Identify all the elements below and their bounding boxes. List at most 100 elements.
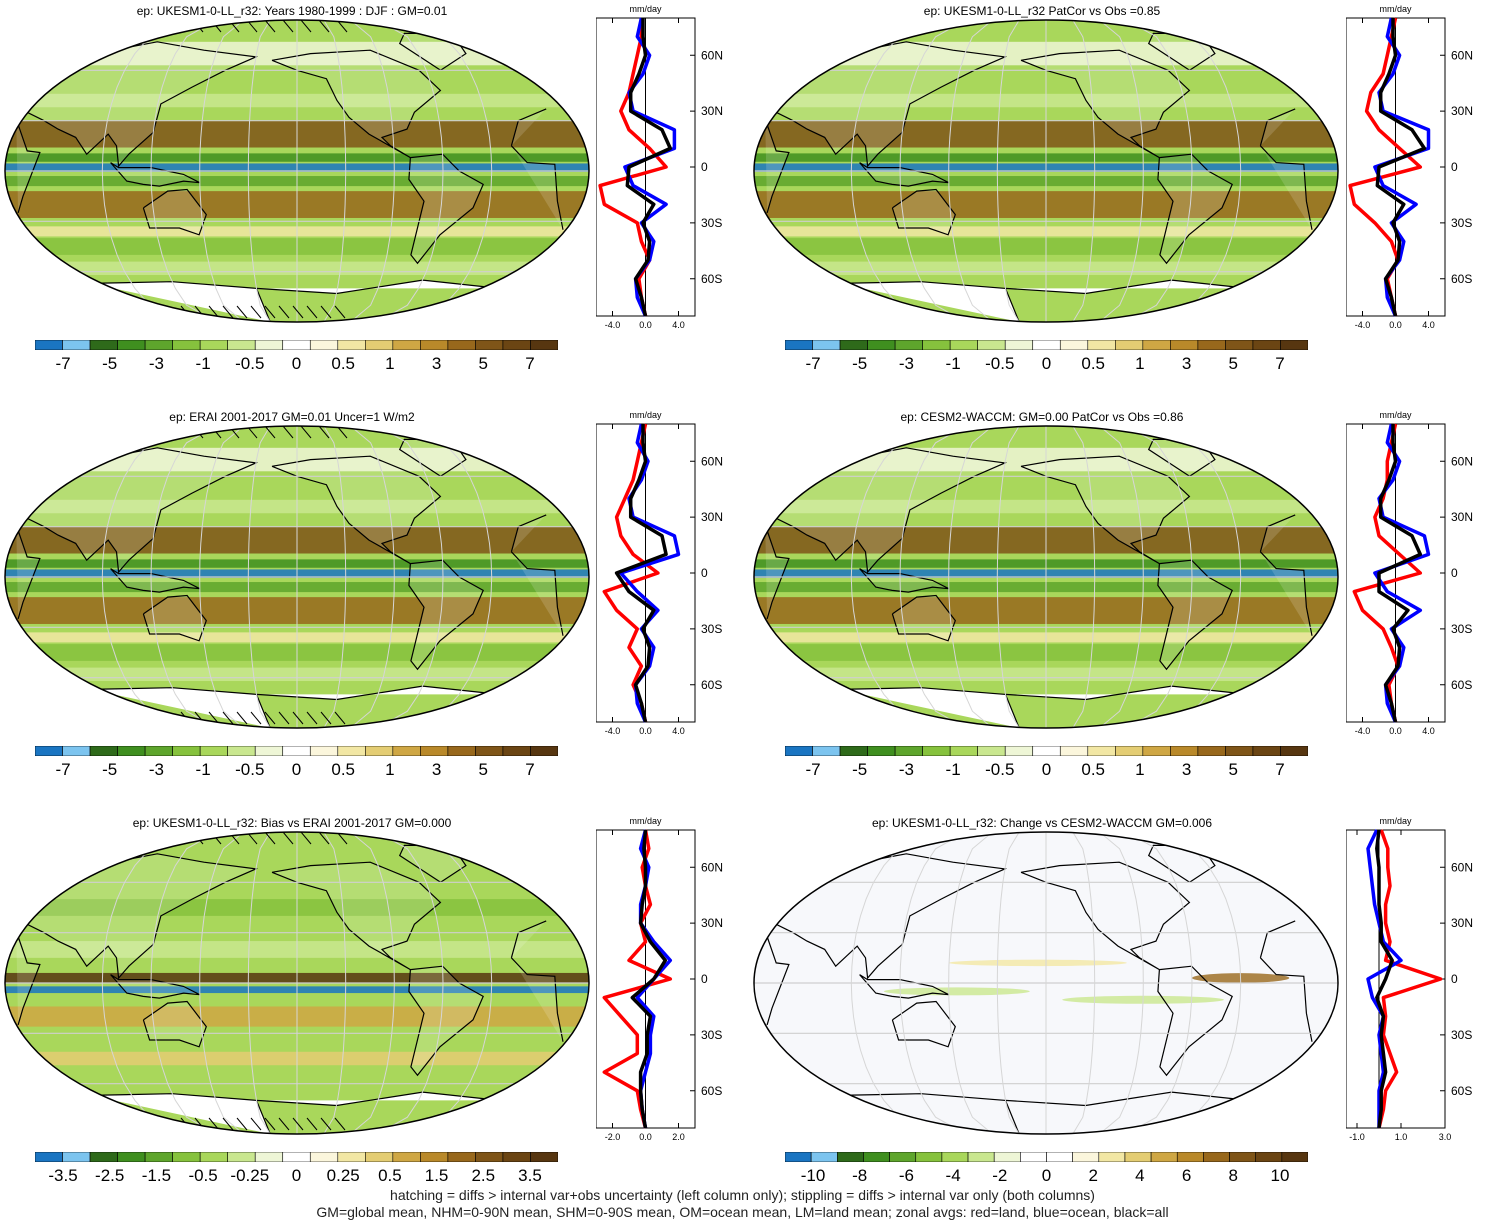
colorbar-bin [1255, 1152, 1283, 1162]
hatch-mark [222, 305, 234, 319]
x-tick-label: 4.0 [1422, 726, 1435, 736]
colorbar-bin [392, 340, 421, 350]
hatch-mark [300, 832, 312, 845]
hatch-mark [282, 20, 294, 33]
gridline-lon [1126, 832, 1193, 1134]
colorbar [785, 746, 1308, 756]
hatch-mark [264, 711, 276, 725]
colorbar-bin [1020, 1152, 1047, 1162]
series-all [1375, 829, 1394, 1129]
colorbar-tick-label: -5 [102, 760, 118, 779]
coastline-namerica [1020, 455, 1191, 565]
coastline-samerica [408, 559, 484, 671]
colorbar-tick-label: -8 [852, 1166, 868, 1185]
x-tick-label: -4.0 [1355, 320, 1371, 330]
y-tick-label: 60N [1451, 454, 1473, 468]
series-all [614, 424, 668, 723]
colorbar-tick-label: 3 [1181, 760, 1192, 779]
series-all [1375, 18, 1427, 317]
colorbar-bin [1229, 1152, 1256, 1162]
x-tick-label: 1.0 [1395, 1132, 1408, 1142]
colorbar-tick-label: 6 [1181, 1166, 1192, 1185]
y-tick-label: 30N [701, 510, 723, 524]
colorbar-bin [1176, 1152, 1204, 1162]
y-tick-label: 60N [1451, 860, 1473, 874]
coastline-samerica [408, 153, 484, 265]
gridline-lon [403, 426, 493, 728]
colorbar-tick-label: -10 [800, 1166, 826, 1185]
hatch-mark [174, 426, 186, 439]
colorbar-tick-label: 4 [1135, 1166, 1145, 1185]
colorbar-bin [199, 1152, 228, 1162]
colorbar-tick-label: 7 [1275, 354, 1285, 373]
y-tick-label: 30N [1451, 510, 1473, 524]
panel-title: ep: UKESM1-0-LL_r32: Years 1980-1999 : D… [136, 4, 448, 18]
gridline-lon [101, 832, 191, 1134]
colorbar-tick-label: 0 [1041, 1166, 1052, 1185]
gridline-lon [1152, 832, 1242, 1134]
map-5 [4, 831, 590, 1135]
colorbar-tick-label: -7 [805, 760, 821, 779]
gridline-lon [948, 832, 993, 1134]
x-tick-label: 0.0 [639, 726, 652, 736]
coastline-samerica [1157, 965, 1233, 1077]
hatch-mark [306, 305, 318, 319]
map-1 [4, 19, 590, 323]
colorbar-bin [867, 746, 896, 756]
colorbar [35, 1152, 558, 1162]
colorbar-bin [1225, 746, 1254, 756]
y-tick-label: 30N [1451, 916, 1473, 930]
colorbar-bin [144, 1152, 173, 1162]
colorbar-bin [1087, 340, 1116, 350]
y-tick-label: 60N [701, 860, 723, 874]
hatch-mark [250, 305, 262, 319]
colorbar-bin [1059, 340, 1089, 350]
colorbar-bin [365, 746, 394, 756]
colorbar-bin [227, 746, 256, 756]
colorbar-bin [282, 340, 311, 350]
hatch-mark [152, 711, 164, 725]
colorbar-bin [62, 340, 91, 350]
hatch-mark [236, 711, 248, 725]
y-tick-label: 60N [701, 454, 723, 468]
gridline-lon [350, 20, 395, 322]
colorbar-bin [172, 340, 201, 350]
coastline-namerica [1020, 861, 1191, 971]
panel-title: ep: ERAI 2001-2017 GM=0.01 Uncer=1 W/m2 [169, 410, 415, 424]
gridline-lon [899, 832, 966, 1134]
colorbar-bin [1072, 1152, 1100, 1162]
gridline-lon [377, 832, 444, 1134]
colorbar-tick-label: -3 [148, 760, 164, 779]
colorbar-bin [810, 1152, 838, 1162]
series-land [1377, 829, 1443, 1129]
colorbar-tick-label: 0.25 [326, 1166, 360, 1185]
hatch-mark [292, 1117, 304, 1131]
coastline-namerica [271, 455, 442, 565]
coastline-eurasia [18, 41, 259, 168]
x-tick-label: 0.0 [1389, 320, 1402, 330]
zonal-unit: mm/day [629, 4, 662, 14]
gridline-lon [996, 832, 1020, 1134]
colorbar-bin [1059, 746, 1089, 756]
zonal-mean-plot: mm/day 60N 30N 0 30S 60S -4.0 0.0 4.0 [1346, 410, 1473, 736]
hatch-mark [102, 832, 114, 845]
map-border [753, 831, 1339, 1135]
colorbar-tick-label: 1 [1135, 354, 1145, 373]
coastline-maritime [859, 162, 950, 187]
gridline-lon [247, 832, 271, 1134]
y-tick-label: 60S [1451, 1084, 1472, 1098]
x-tick-label: 4.0 [672, 726, 685, 736]
hatch-mark [318, 20, 330, 33]
colorbar-bin [254, 746, 284, 756]
colorbar-bin [227, 1152, 256, 1162]
hatch-mark [264, 1117, 276, 1131]
gridline-lon [403, 832, 493, 1134]
gridline-lon [199, 832, 244, 1134]
colorbar-bin [1004, 340, 1034, 350]
panel-title: ep: UKESM1-0-LL_r32: Change vs CESM2-WAC… [871, 816, 1213, 830]
y-tick-label: 0 [1451, 160, 1458, 174]
colorbar-bin [420, 1152, 449, 1162]
colorbar [785, 1152, 1308, 1162]
y-tick-label: 30S [701, 1028, 722, 1042]
colorbar-bin [144, 340, 173, 350]
